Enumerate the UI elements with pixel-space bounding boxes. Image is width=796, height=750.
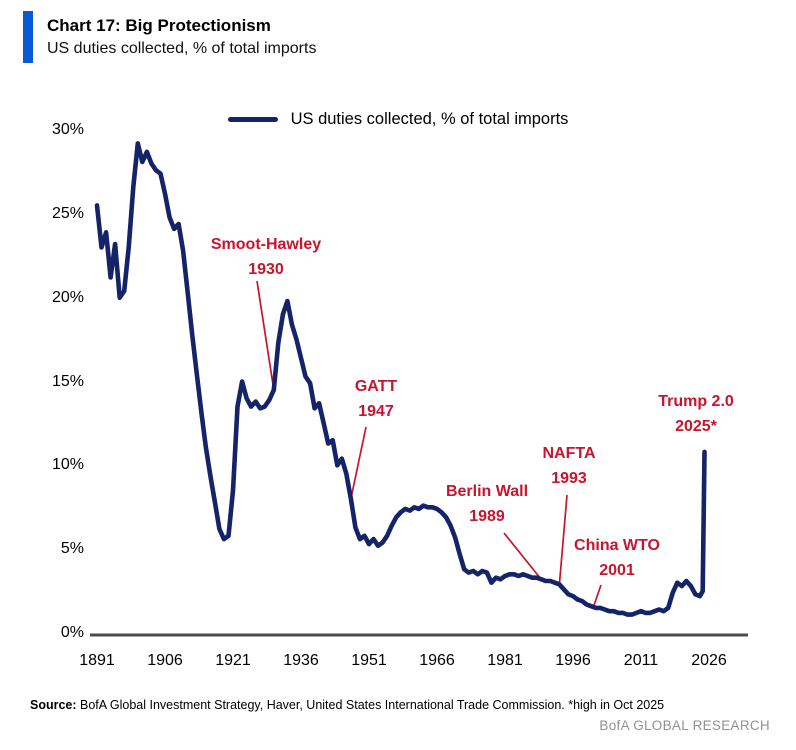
source-label: Source: <box>30 698 77 712</box>
y-tick-label: 10% <box>51 456 84 474</box>
chart-title: Chart 17: Big Protectionism <box>47 16 271 35</box>
leader-line-china-wto <box>592 584 602 608</box>
brand-mark: BofA GLOBAL RESEARCH <box>599 718 770 733</box>
x-tick-label: 2026 <box>691 652 727 669</box>
x-tick-label: 1966 <box>419 652 455 669</box>
leader-line-berlin-wall <box>503 532 542 580</box>
title-accent-bar <box>23 11 33 63</box>
source-line: Source: BofA Global Investment Strategy,… <box>30 698 770 712</box>
y-tick-label: 0% <box>60 624 84 641</box>
x-tick-label: 1936 <box>283 652 319 669</box>
leader-line-smoot-hawley <box>256 280 275 391</box>
x-tick-label: 1951 <box>351 652 387 669</box>
y-tick-label: 5% <box>60 540 84 558</box>
duties-line <box>94 141 707 617</box>
y-tick-label: 25% <box>51 204 84 222</box>
y-tick-label: 15% <box>51 372 84 390</box>
source-text: BofA Global Investment Strategy, Haver, … <box>76 698 665 712</box>
x-tick-label: 1996 <box>555 652 591 669</box>
x-tick-label: 1981 <box>487 652 523 669</box>
x-tick-label: 1891 <box>79 652 115 669</box>
x-tick-label: 2011 <box>623 652 659 669</box>
chart-subtitle: US duties collected, % of total imports <box>47 40 317 57</box>
leader-line-gatt <box>350 426 367 500</box>
y-tick-label: 30% <box>51 121 84 138</box>
x-tick-label: 1906 <box>147 652 183 669</box>
x-tick-label: 1921 <box>215 652 251 669</box>
leader-line-nafta <box>558 494 568 585</box>
y-tick-label: 20% <box>51 288 84 306</box>
